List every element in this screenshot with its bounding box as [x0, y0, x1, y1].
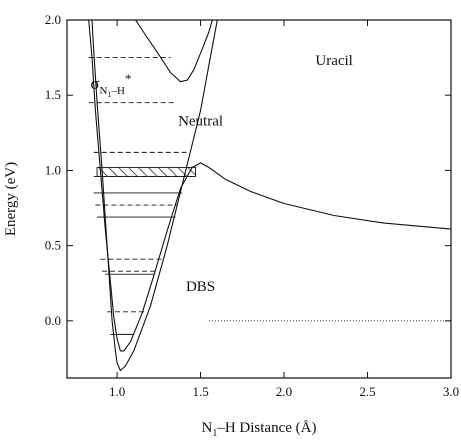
y-tick-label: 0.0 — [45, 313, 61, 328]
x-axis-title: N1–H Distance (Å) — [202, 420, 317, 439]
x-axis-ticks: 1.0 1.5 2.0 2.5 3.0 — [109, 20, 459, 399]
y-axis-title: Energy (eV) — [3, 162, 19, 236]
annotation-dbs: DBS — [186, 279, 215, 295]
x-tick-label: 2.0 — [276, 384, 292, 399]
dbs-curve — [91, 20, 218, 372]
x-axis-title-post: –H Distance (Å) — [216, 420, 316, 436]
y-axis-ticks: 0.0 0.5 1.0 1.5 2.0 — [45, 12, 451, 328]
sigma-symbol: σ — [90, 74, 99, 93]
x-axis-title-sub: 1 — [212, 428, 217, 439]
y-tick-label: 1.5 — [45, 87, 61, 102]
potential-curves — [88, 20, 451, 372]
x-tick-label: 1.0 — [109, 384, 125, 399]
x-tick-label: 3.0 — [443, 384, 459, 399]
y-tick-label: 0.5 — [45, 238, 61, 253]
sigma-sub-n: N — [100, 85, 108, 97]
x-tick-label: 2.5 — [359, 384, 375, 399]
plot-area — [66, 19, 452, 379]
x-axis-title-pre: N — [202, 420, 213, 436]
neutral-curve — [88, 20, 451, 352]
vibrational-levels — [88, 57, 193, 335]
sigma-star-curve — [135, 20, 213, 83]
sigma-sub-1: 1 — [107, 90, 111, 99]
x-tick-label: 1.5 — [192, 384, 208, 399]
annotation-neutral: Neutral — [178, 113, 223, 129]
sigma-star: * — [125, 71, 132, 86]
y-tick-label: 1.0 — [45, 162, 61, 177]
sigma-sub-h: –H — [110, 85, 125, 97]
hatched-band-group — [96, 166, 197, 177]
annotation-uracil: Uracil — [315, 53, 352, 69]
hatched-band — [96, 166, 197, 177]
y-tick-label: 2.0 — [45, 12, 61, 27]
annotation-sigma-star: σN1–H* — [90, 71, 131, 99]
